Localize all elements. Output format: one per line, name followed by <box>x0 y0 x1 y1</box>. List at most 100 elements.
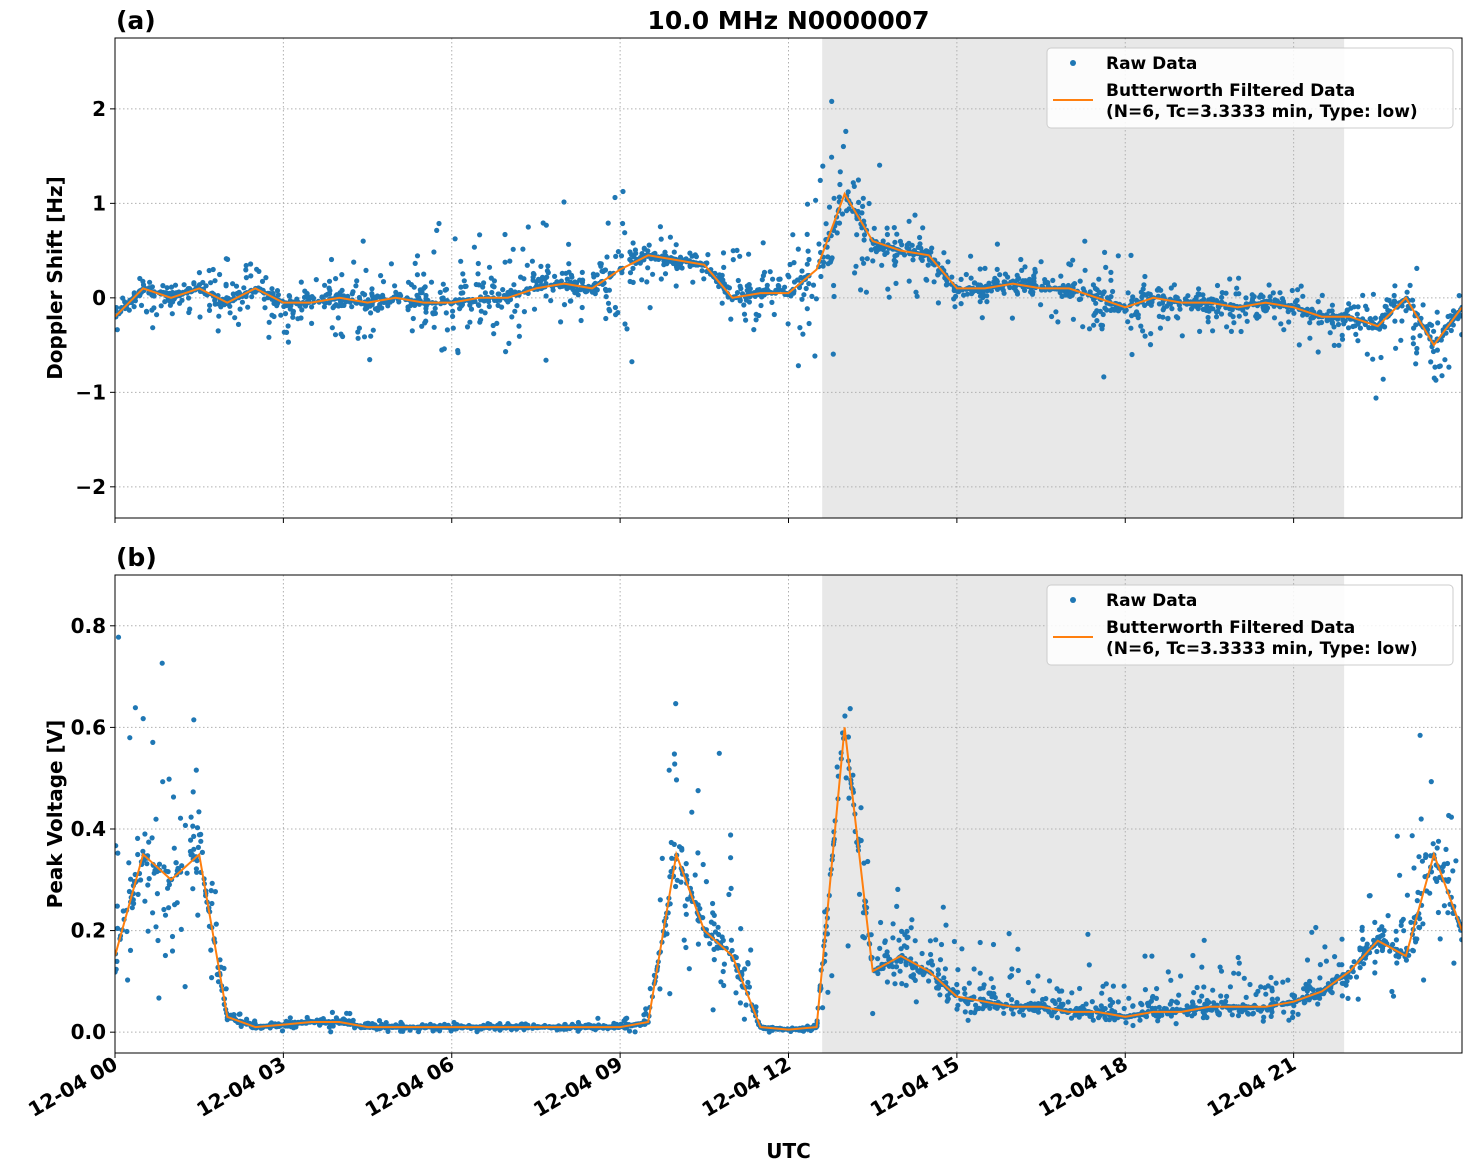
raw-data-point <box>545 263 551 269</box>
raw-data-point <box>1169 306 1175 312</box>
raw-data-point <box>875 970 881 977</box>
raw-data-point <box>328 256 335 263</box>
raw-data-point <box>1218 311 1225 317</box>
raw-data-point <box>206 267 212 274</box>
raw-data-point <box>955 288 961 295</box>
raw-data-point <box>667 991 673 997</box>
raw-data-point <box>231 1012 237 1018</box>
raw-data-point <box>162 952 168 959</box>
raw-data-point <box>878 919 884 926</box>
raw-data-point <box>115 850 121 856</box>
raw-data-point <box>808 1027 814 1034</box>
raw-data-point <box>178 926 184 933</box>
raw-data-point <box>1450 308 1457 314</box>
raw-data-point <box>734 247 740 253</box>
raw-data-point <box>1249 297 1255 303</box>
raw-data-point <box>631 254 637 260</box>
raw-data-point <box>145 928 151 934</box>
raw-data-point <box>1364 351 1370 357</box>
raw-data-point <box>1085 931 1091 937</box>
raw-data-point <box>432 305 438 311</box>
raw-data-point <box>679 265 685 271</box>
raw-data-point <box>624 326 630 332</box>
raw-data-point <box>910 257 916 263</box>
raw-data-point <box>901 943 908 949</box>
raw-data-point <box>138 302 145 308</box>
raw-data-point <box>891 257 897 263</box>
raw-data-point <box>1428 853 1434 859</box>
raw-data-point <box>190 789 196 795</box>
raw-data-point <box>963 271 969 278</box>
raw-data-point <box>195 844 201 851</box>
raw-data-point <box>1345 995 1351 1002</box>
raw-data-point <box>233 283 240 289</box>
raw-data-point <box>440 281 446 287</box>
raw-data-point <box>1433 377 1439 383</box>
raw-data-point <box>846 795 852 801</box>
raw-data-point <box>564 284 571 291</box>
raw-data-point <box>622 230 628 236</box>
raw-data-point <box>1168 1013 1174 1019</box>
raw-data-point <box>208 947 214 953</box>
raw-data-point <box>223 986 229 992</box>
raw-data-point <box>502 259 508 265</box>
raw-data-point <box>266 319 272 325</box>
raw-data-point <box>1390 993 1397 999</box>
raw-data-point <box>825 261 831 267</box>
raw-data-point <box>126 888 132 895</box>
raw-data-point <box>1069 990 1075 996</box>
raw-data-point <box>1214 309 1220 315</box>
raw-data-point <box>458 290 464 296</box>
raw-data-point <box>1194 984 1200 991</box>
raw-data-point <box>994 241 1001 247</box>
raw-data-point <box>958 276 964 282</box>
panel-a: −2 −1 0 1 2 Doppler Shift [Hz] (a) Raw Data Butt… <box>43 6 1463 523</box>
raw-data-point <box>1028 289 1034 295</box>
raw-data-point <box>1002 279 1008 285</box>
raw-data-point <box>1009 997 1015 1003</box>
raw-data-point <box>1121 1005 1127 1012</box>
raw-data-point <box>115 634 122 640</box>
raw-data-point <box>1092 285 1098 292</box>
raw-data-point <box>683 861 689 867</box>
raw-data-point <box>864 256 870 262</box>
raw-data-point <box>552 273 558 279</box>
raw-data-point <box>1224 993 1230 1000</box>
legend-raw-label: Raw Data <box>1106 54 1197 74</box>
raw-data-point <box>747 286 753 292</box>
raw-data-point <box>140 848 146 854</box>
raw-data-point <box>1315 1001 1321 1007</box>
raw-data-point <box>1159 1012 1165 1018</box>
raw-data-point <box>913 289 919 295</box>
raw-data-point <box>130 897 136 903</box>
raw-data-point <box>1290 1014 1296 1021</box>
raw-data-point <box>662 249 668 255</box>
raw-data-point <box>1072 1012 1079 1018</box>
raw-data-point <box>462 283 468 290</box>
raw-data-point <box>160 779 166 785</box>
raw-data-point <box>1345 325 1352 331</box>
raw-data-point <box>388 261 394 267</box>
filtered-data-line <box>115 727 1462 1031</box>
raw-data-point <box>1336 342 1342 348</box>
raw-data-point <box>237 306 243 312</box>
raw-data-point <box>1278 321 1284 327</box>
raw-data-point <box>1018 256 1024 263</box>
raw-data-point <box>1065 999 1071 1005</box>
raw-data-point <box>1190 1001 1196 1007</box>
raw-data-point <box>375 305 381 311</box>
legend-box <box>1046 47 1454 129</box>
raw-data-point <box>1101 374 1107 380</box>
raw-data-point <box>188 814 194 820</box>
raw-data-point <box>486 264 493 270</box>
raw-data-point <box>1148 331 1154 337</box>
raw-data-point <box>695 941 702 947</box>
raw-data-point <box>751 327 757 333</box>
raw-data-point <box>1409 833 1415 839</box>
raw-data-point <box>753 317 759 323</box>
raw-data-point <box>225 256 231 262</box>
raw-data-point <box>235 321 242 327</box>
raw-data-point <box>1008 973 1015 979</box>
raw-data-point <box>961 292 967 298</box>
